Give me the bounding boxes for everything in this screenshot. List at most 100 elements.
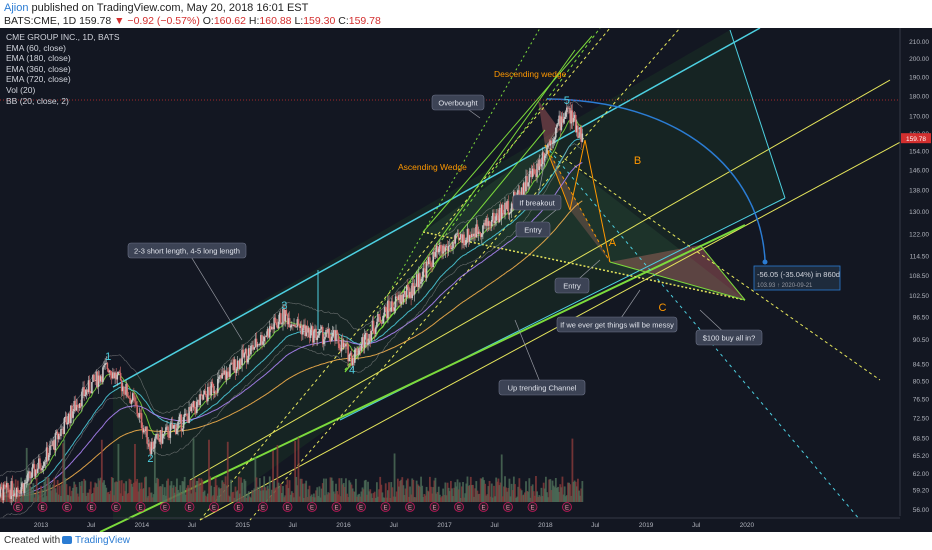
fan-line-3 [344, 28, 601, 371]
volume-bar [242, 496, 245, 502]
candle-body [293, 324, 295, 327]
earnings-marker-label: E [310, 506, 314, 512]
candle-body [278, 313, 281, 322]
candle-body [492, 212, 494, 220]
candle-body [156, 434, 158, 435]
projection-box [753, 265, 841, 291]
volume-bar [131, 486, 134, 502]
low-label: L: [294, 15, 304, 27]
volume-bar [146, 497, 149, 502]
candle-body [552, 139, 555, 144]
candle-body [388, 300, 390, 311]
volume-bar [303, 497, 305, 502]
volume-bar [99, 477, 102, 502]
volume-bar [326, 494, 329, 502]
chart-svg[interactable]: Overbought Descending wedge Ascending Wedg… [0, 28, 932, 532]
candle-body [150, 442, 153, 455]
candle-body [431, 266, 433, 268]
candle-body [409, 292, 411, 298]
candle-body [131, 393, 134, 401]
candle-body [450, 245, 452, 250]
tradingview-link[interactable]: TradingView [62, 535, 130, 546]
candle-body [538, 159, 541, 171]
volume-bar [224, 476, 227, 502]
wave-label-3: 3 [281, 300, 287, 312]
author-link[interactable]: Ajion [4, 2, 29, 14]
candle-body [296, 319, 299, 327]
volume-bar [140, 482, 143, 502]
volume-bar [150, 492, 153, 502]
volume-bar [544, 476, 547, 502]
volume-bar [521, 495, 524, 502]
volume-bar [399, 481, 401, 502]
candle-body [488, 221, 491, 226]
volume-bar [441, 496, 443, 502]
candle-body [19, 492, 21, 494]
candle-body [73, 400, 76, 412]
legend-item[interactable]: EMA (720, close) [6, 74, 71, 85]
candle-body [338, 343, 341, 349]
candle-body [310, 326, 313, 330]
candle-body [570, 110, 573, 124]
volume-bar [374, 497, 377, 502]
candle-body [169, 424, 172, 438]
volume-bar [240, 477, 242, 502]
candle-body [35, 469, 38, 474]
candle-body [425, 261, 428, 278]
candle-body [151, 442, 154, 449]
candle-body [117, 371, 120, 375]
volume-bar [33, 497, 36, 502]
volume-bar [0, 493, 3, 502]
earnings-marker-icon [37, 502, 48, 512]
volume-bar [245, 497, 248, 502]
candle-body [38, 458, 40, 469]
volume-bar [56, 480, 59, 502]
candle-body [181, 428, 184, 431]
close-value: 159.78 [348, 15, 381, 27]
candle-body [161, 433, 164, 444]
candle-body [188, 407, 190, 423]
candle-body [86, 389, 89, 393]
candle-body [522, 182, 525, 195]
volume-bar [574, 481, 577, 502]
volume-bar [106, 492, 109, 502]
legend-item[interactable]: BB (20, close, 2) [6, 95, 69, 106]
volume-bar [286, 479, 289, 502]
volume-bar [366, 494, 368, 502]
volume-bar [527, 491, 530, 502]
volume-bar [198, 478, 200, 502]
candle-body [8, 489, 10, 493]
chart-area[interactable]: Overbought Descending wedge Ascending Wedg… [0, 28, 932, 532]
earnings-marker-label: E [163, 506, 167, 512]
volume-bar [315, 490, 318, 502]
candle-body [158, 439, 161, 442]
candle-body [486, 218, 489, 226]
volume-bar [195, 480, 198, 502]
volume-bar [398, 486, 400, 502]
candle-body [40, 468, 42, 471]
candle-body [496, 213, 499, 216]
volume-bar [79, 485, 82, 502]
candle-body [439, 244, 441, 249]
candle-body [405, 285, 408, 298]
legend-item[interactable]: EMA (180, close) [6, 53, 71, 64]
volume-bar [535, 476, 537, 502]
legend-item[interactable]: EMA (60, close) [6, 42, 66, 53]
candle-body [17, 487, 19, 490]
volume-bar [491, 497, 494, 502]
y-tick-label: 130.00 [909, 209, 929, 216]
callout-label: 2-3 short length, 4-5 long length [134, 247, 240, 256]
x-tick-label: 2020 [740, 522, 755, 529]
callout-label: $100 buy all in? [703, 334, 756, 343]
candle-body [390, 301, 393, 312]
legend-item[interactable]: Vol (20) [6, 84, 36, 95]
candle-body [302, 328, 304, 335]
legend-item[interactable]: EMA (360, close) [6, 63, 71, 74]
candle-body [356, 348, 358, 356]
candle-body [381, 323, 384, 324]
candle-body [363, 334, 366, 348]
volume-bar [126, 494, 129, 502]
earnings-marker-icon [160, 502, 170, 512]
volume-bar [361, 487, 364, 502]
earnings-marker-icon [184, 502, 195, 512]
